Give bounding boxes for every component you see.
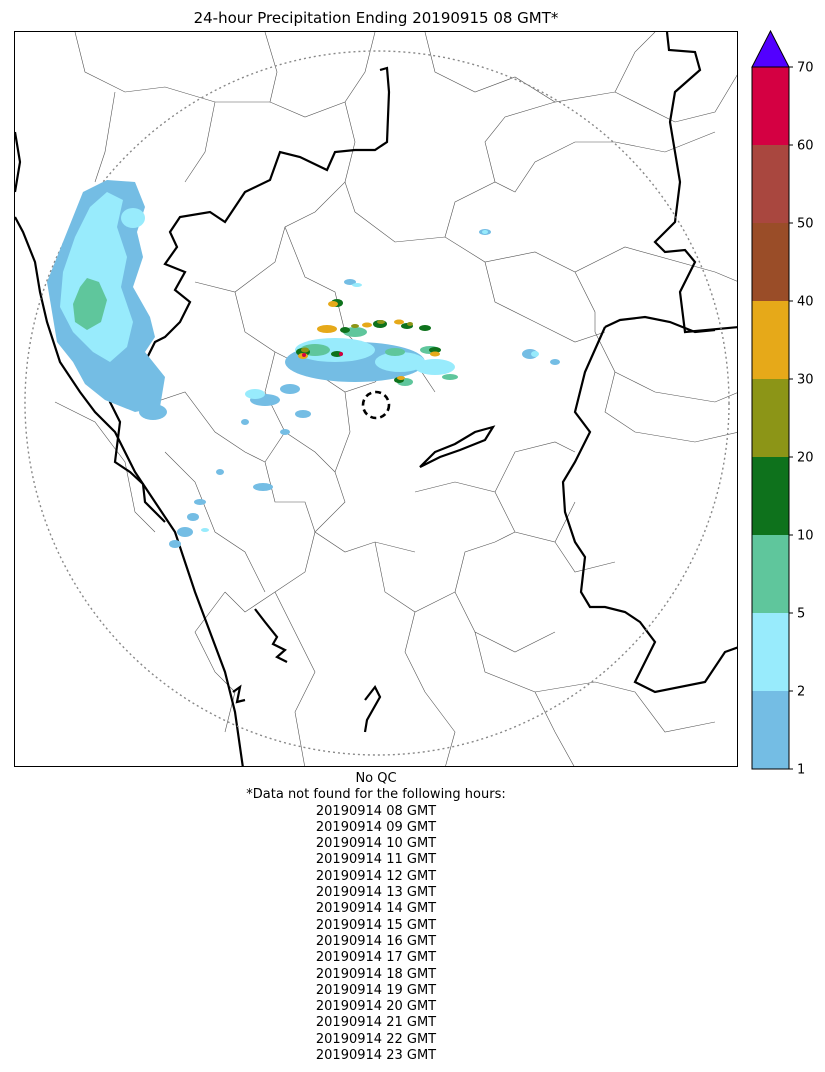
missing-hour: 20190914 18 GMT xyxy=(315,966,437,982)
colorbar-bin xyxy=(752,223,789,301)
qc-note: No QC xyxy=(355,771,397,786)
colorbar-bin xyxy=(752,145,789,223)
colorbar-tick-label: 10 xyxy=(797,529,814,544)
missing-hour: 20190914 16 GMT xyxy=(315,933,437,949)
colorbar-tick-label: 70 xyxy=(797,61,814,76)
colorbar-bin xyxy=(752,613,789,691)
map-title: 24-hour Precipitation Ending 20190915 08… xyxy=(193,9,559,27)
map-canvas xyxy=(15,32,737,766)
colorbar: 1 2 5 10 20 30 40 50 60 70 xyxy=(751,29,822,778)
colorbar-tick-label: 5 xyxy=(797,607,805,622)
colorbar-tick-label: 40 xyxy=(797,295,814,310)
missing-hour: 20190914 15 GMT xyxy=(315,917,437,933)
colorbar-bin xyxy=(752,67,789,145)
state-borders xyxy=(15,32,737,766)
precip-band-1-2 xyxy=(47,180,560,548)
colorbar-bin xyxy=(752,691,789,769)
missing-hour: 20190914 22 GMT xyxy=(315,1031,437,1047)
missing-hour: 20190914 20 GMT xyxy=(315,999,437,1015)
missing-hour: 20190914 23 GMT xyxy=(315,1048,437,1064)
missing-hour: 20190914 17 GMT xyxy=(315,950,437,966)
colorbar-bin xyxy=(752,457,789,535)
precip-band-20-30 xyxy=(301,320,413,353)
radar-map xyxy=(14,31,738,767)
precip-band-5-10 xyxy=(73,278,458,386)
missing-hour: 20190914 12 GMT xyxy=(315,868,437,884)
missing-hour: 20190914 21 GMT xyxy=(315,1015,437,1031)
colorbar-legend: 1 2 5 10 20 30 40 50 60 70 xyxy=(751,29,814,778)
precip-band-30-40 xyxy=(298,301,440,380)
missing-hour: 20190914 08 GMT xyxy=(315,803,437,819)
colorbar-bin xyxy=(752,379,789,457)
colorbar-bin xyxy=(752,535,789,613)
colorbar-tick-label: 1 xyxy=(797,763,805,778)
colorbar-tick-label: 2 xyxy=(797,685,805,700)
radar-site-marker xyxy=(361,390,391,420)
missing-hour: 20190914 14 GMT xyxy=(315,901,437,917)
radar-range-ring xyxy=(24,50,730,756)
colorbar-tick-label: 50 xyxy=(797,217,814,232)
colorbar-over-range-arrow xyxy=(751,29,790,68)
missing-hour: 20190914 19 GMT xyxy=(315,982,437,998)
missing-data-header: *Data not found for the following hours: xyxy=(246,787,506,803)
missing-hour: 20190914 09 GMT xyxy=(315,819,437,835)
missing-hour: 20190914 13 GMT xyxy=(315,885,437,901)
missing-hour: 20190914 10 GMT xyxy=(315,836,437,852)
colorbar-tick-label: 60 xyxy=(797,139,814,154)
missing-hour: 20190914 11 GMT xyxy=(315,852,437,868)
colorbar-tick-label: 20 xyxy=(797,451,814,466)
colorbar-tick-label: 30 xyxy=(797,373,814,388)
colorbar-outline xyxy=(751,66,790,770)
footer-notes: No QC *Data not found for the following … xyxy=(14,771,738,1064)
precip-band-40-70 xyxy=(302,352,343,357)
colorbar-bin xyxy=(752,301,789,379)
